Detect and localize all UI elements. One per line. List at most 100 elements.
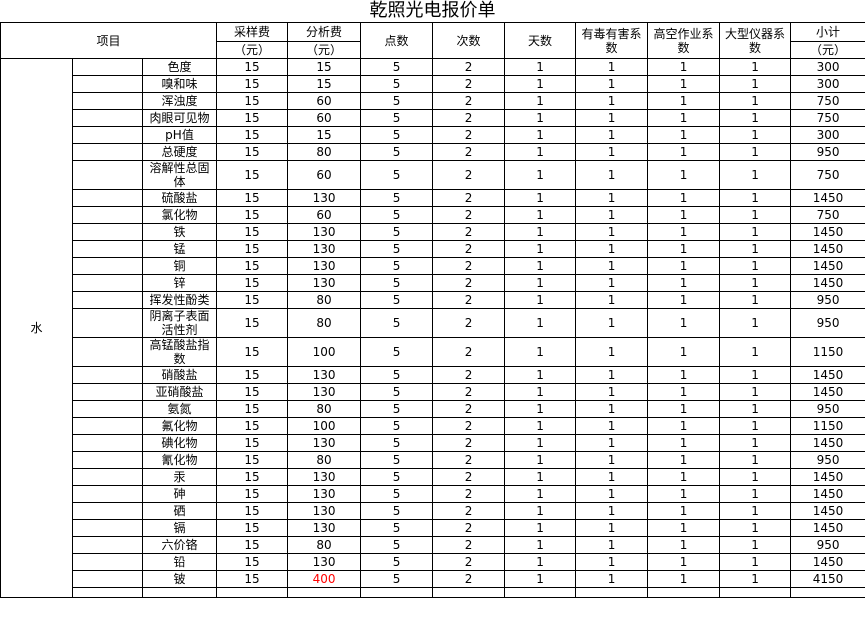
cell-days[interactable]: 1 bbox=[504, 223, 577, 241]
header-large-instrument-coefficient[interactable]: 大型仪器系数 bbox=[719, 22, 792, 59]
cell-analysis-fee[interactable]: 15 bbox=[287, 75, 362, 93]
cell-toxic[interactable]: 1 bbox=[575, 468, 649, 486]
cell-sampling-fee[interactable]: 15 bbox=[216, 570, 289, 588]
cell-points[interactable]: 5 bbox=[360, 291, 434, 309]
cell-days[interactable]: 1 bbox=[504, 519, 577, 537]
cell-subtotal[interactable]: 1450 bbox=[790, 553, 865, 571]
cell-points[interactable]: 5 bbox=[360, 519, 434, 537]
cell-toxic[interactable]: 1 bbox=[575, 143, 649, 161]
cell-toxic[interactable]: 1 bbox=[575, 536, 649, 554]
spacer-cell[interactable] bbox=[72, 337, 143, 367]
cell-times[interactable]: 2 bbox=[432, 417, 506, 435]
cell-days[interactable]: 1 bbox=[504, 468, 577, 486]
cell-days[interactable]: 1 bbox=[504, 206, 577, 224]
cell-sampling-fee[interactable]: 15 bbox=[216, 257, 289, 275]
cell-times[interactable]: 2 bbox=[432, 143, 506, 161]
cell-high-altitude[interactable]: 1 bbox=[647, 223, 721, 241]
cell-points[interactable]: 5 bbox=[360, 383, 434, 401]
cell-large-instrument[interactable]: 1 bbox=[719, 400, 792, 418]
empty-cell[interactable] bbox=[141, 587, 218, 598]
cell-subtotal[interactable]: 1450 bbox=[790, 485, 865, 503]
cell-high-altitude[interactable]: 1 bbox=[647, 58, 721, 76]
cell-points[interactable]: 5 bbox=[360, 502, 434, 520]
cell-high-altitude[interactable]: 1 bbox=[647, 366, 721, 384]
cell-subtotal[interactable]: 950 bbox=[790, 291, 865, 309]
cell-item[interactable]: 氯化物 bbox=[141, 206, 218, 224]
cell-days[interactable]: 1 bbox=[504, 291, 577, 309]
spacer-cell[interactable] bbox=[72, 400, 143, 418]
cell-analysis-fee[interactable]: 80 bbox=[287, 400, 362, 418]
cell-points[interactable]: 5 bbox=[360, 337, 434, 367]
cell-sampling-fee[interactable]: 15 bbox=[216, 308, 289, 338]
cell-large-instrument[interactable]: 1 bbox=[719, 109, 792, 127]
spacer-cell[interactable] bbox=[72, 257, 143, 275]
cell-analysis-fee[interactable]: 130 bbox=[287, 468, 362, 486]
cell-toxic[interactable]: 1 bbox=[575, 160, 649, 190]
cell-points[interactable]: 5 bbox=[360, 109, 434, 127]
cell-times[interactable]: 2 bbox=[432, 434, 506, 452]
cell-points[interactable]: 5 bbox=[360, 451, 434, 469]
cell-item[interactable]: 铁 bbox=[141, 223, 218, 241]
cell-analysis-fee[interactable]: 15 bbox=[287, 58, 362, 76]
cell-item[interactable]: 氟化物 bbox=[141, 417, 218, 435]
cell-high-altitude[interactable]: 1 bbox=[647, 257, 721, 275]
cell-subtotal[interactable]: 300 bbox=[790, 58, 865, 76]
cell-days[interactable]: 1 bbox=[504, 434, 577, 452]
cell-large-instrument[interactable]: 1 bbox=[719, 92, 792, 110]
cell-subtotal[interactable]: 1450 bbox=[790, 189, 865, 207]
cell-sampling-fee[interactable]: 15 bbox=[216, 189, 289, 207]
empty-cell[interactable] bbox=[719, 587, 792, 598]
cell-toxic[interactable]: 1 bbox=[575, 92, 649, 110]
spacer-cell[interactable] bbox=[72, 75, 143, 93]
header-times[interactable]: 次数 bbox=[432, 22, 506, 59]
cell-subtotal[interactable]: 1450 bbox=[790, 468, 865, 486]
cell-subtotal[interactable]: 1450 bbox=[790, 434, 865, 452]
header-points[interactable]: 点数 bbox=[360, 22, 434, 59]
cell-item[interactable]: 嗅和味 bbox=[141, 75, 218, 93]
cell-subtotal[interactable]: 1450 bbox=[790, 223, 865, 241]
cell-sampling-fee[interactable]: 15 bbox=[216, 240, 289, 258]
cell-days[interactable]: 1 bbox=[504, 143, 577, 161]
cell-analysis-fee[interactable]: 100 bbox=[287, 417, 362, 435]
cell-sampling-fee[interactable]: 15 bbox=[216, 143, 289, 161]
cell-item[interactable]: 亚硝酸盐 bbox=[141, 383, 218, 401]
empty-cell[interactable] bbox=[575, 587, 649, 598]
cell-large-instrument[interactable]: 1 bbox=[719, 417, 792, 435]
cell-points[interactable]: 5 bbox=[360, 308, 434, 338]
cell-analysis-fee[interactable]: 80 bbox=[287, 143, 362, 161]
cell-toxic[interactable]: 1 bbox=[575, 189, 649, 207]
cell-times[interactable]: 2 bbox=[432, 58, 506, 76]
cell-times[interactable]: 2 bbox=[432, 400, 506, 418]
cell-sampling-fee[interactable]: 15 bbox=[216, 274, 289, 292]
cell-sampling-fee[interactable]: 15 bbox=[216, 337, 289, 367]
cell-times[interactable]: 2 bbox=[432, 383, 506, 401]
cell-high-altitude[interactable]: 1 bbox=[647, 485, 721, 503]
cell-large-instrument[interactable]: 1 bbox=[719, 468, 792, 486]
header-analysis-fee[interactable]: 分析费 bbox=[287, 22, 362, 42]
cell-analysis-fee[interactable]: 130 bbox=[287, 383, 362, 401]
cell-subtotal[interactable]: 750 bbox=[790, 109, 865, 127]
cell-times[interactable]: 2 bbox=[432, 468, 506, 486]
cell-days[interactable]: 1 bbox=[504, 92, 577, 110]
cell-toxic[interactable]: 1 bbox=[575, 519, 649, 537]
cell-toxic[interactable]: 1 bbox=[575, 58, 649, 76]
empty-cell[interactable] bbox=[432, 587, 506, 598]
cell-item[interactable]: 挥发性酚类 bbox=[141, 291, 218, 309]
cell-times[interactable]: 2 bbox=[432, 206, 506, 224]
cell-item[interactable]: 总硬度 bbox=[141, 143, 218, 161]
cell-item[interactable]: 硒 bbox=[141, 502, 218, 520]
cell-subtotal[interactable]: 950 bbox=[790, 400, 865, 418]
cell-high-altitude[interactable]: 1 bbox=[647, 240, 721, 258]
cell-toxic[interactable]: 1 bbox=[575, 126, 649, 144]
cell-analysis-fee[interactable]: 15 bbox=[287, 126, 362, 144]
cell-item[interactable]: 氰化物 bbox=[141, 451, 218, 469]
cell-item[interactable]: 锌 bbox=[141, 274, 218, 292]
cell-days[interactable]: 1 bbox=[504, 75, 577, 93]
header-high-altitude-coefficient[interactable]: 高空作业系数 bbox=[647, 22, 721, 59]
cell-subtotal[interactable]: 950 bbox=[790, 451, 865, 469]
cell-large-instrument[interactable]: 1 bbox=[719, 366, 792, 384]
empty-cell[interactable] bbox=[504, 587, 577, 598]
cell-item[interactable]: 六价铬 bbox=[141, 536, 218, 554]
cell-analysis-fee[interactable]: 60 bbox=[287, 160, 362, 190]
spacer-cell[interactable] bbox=[72, 502, 143, 520]
